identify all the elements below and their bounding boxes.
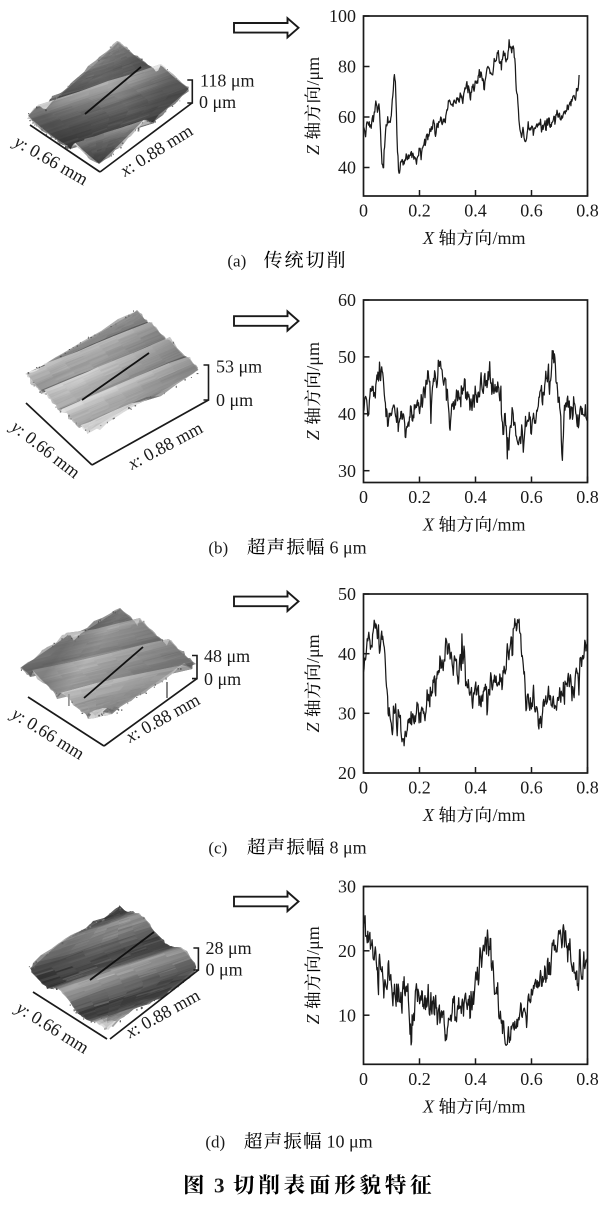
svg-text:0.2: 0.2	[408, 1069, 431, 1089]
svg-text:53 μm: 53 μm	[216, 357, 262, 377]
svg-text:/μm: /μm	[303, 926, 323, 955]
svg-text:3: 3	[214, 1174, 225, 1198]
svg-text:X: X	[422, 228, 435, 248]
svg-text:X: X	[422, 515, 435, 535]
svg-text:Z: Z	[303, 429, 323, 440]
svg-text:28 μm: 28 μm	[206, 938, 252, 958]
svg-text:Z: Z	[303, 1013, 323, 1024]
svg-text:40: 40	[338, 644, 356, 664]
svg-text:8 μm: 8 μm	[330, 837, 367, 857]
svg-text:/μm: /μm	[303, 342, 323, 371]
svg-text:48 μm: 48 μm	[204, 646, 250, 666]
svg-text:0: 0	[359, 1069, 368, 1089]
svg-text:0.8: 0.8	[576, 778, 599, 798]
svg-text:0 μm: 0 μm	[204, 669, 241, 689]
svg-text:(a): (a)	[227, 252, 246, 271]
svg-text:6 μm: 6 μm	[330, 537, 367, 557]
svg-text:X: X	[422, 805, 435, 825]
svg-text:0.2: 0.2	[408, 778, 431, 798]
svg-text:60: 60	[338, 107, 356, 127]
svg-text:0.4: 0.4	[464, 487, 487, 507]
svg-text:0 μm: 0 μm	[206, 960, 243, 980]
svg-text:100: 100	[329, 6, 356, 26]
svg-text:30: 30	[338, 877, 356, 897]
svg-text:30: 30	[338, 461, 356, 481]
svg-text:/mm: /mm	[493, 228, 526, 248]
svg-text:(d): (d)	[205, 1133, 225, 1152]
svg-text:Z: Z	[303, 144, 323, 155]
svg-text:0: 0	[359, 201, 368, 221]
svg-text:Z: Z	[303, 722, 323, 733]
svg-text:50: 50	[338, 347, 356, 367]
svg-text:/μm: /μm	[303, 57, 323, 86]
svg-text:0.6: 0.6	[520, 1069, 543, 1089]
svg-text:0 μm: 0 μm	[216, 390, 253, 410]
svg-text:0.6: 0.6	[520, 778, 543, 798]
svg-text:0.8: 0.8	[576, 1069, 599, 1089]
svg-text:/mm: /mm	[493, 1097, 526, 1117]
svg-text:60: 60	[338, 290, 356, 310]
svg-text:50: 50	[338, 584, 356, 604]
svg-text:0.2: 0.2	[408, 201, 431, 221]
svg-text:0.8: 0.8	[576, 201, 599, 221]
svg-text:/mm: /mm	[493, 805, 526, 825]
svg-text:(b): (b)	[208, 538, 228, 557]
svg-text:X: X	[422, 1097, 435, 1117]
svg-text:10: 10	[338, 1005, 356, 1025]
svg-text:0.4: 0.4	[464, 201, 487, 221]
svg-text:30: 30	[338, 704, 356, 724]
svg-text:0 μm: 0 μm	[199, 92, 236, 112]
svg-text:0.2: 0.2	[408, 487, 431, 507]
svg-text:0.8: 0.8	[576, 487, 599, 507]
svg-text:0.6: 0.6	[520, 201, 543, 221]
svg-text:20: 20	[338, 763, 356, 783]
svg-text:(c): (c)	[208, 838, 227, 857]
svg-text:0: 0	[359, 778, 368, 798]
svg-text:0.4: 0.4	[464, 778, 487, 798]
svg-text:0: 0	[359, 487, 368, 507]
svg-text:10 μm: 10 μm	[327, 1132, 373, 1152]
svg-text:/mm: /mm	[493, 515, 526, 535]
svg-text:0.4: 0.4	[464, 1069, 487, 1089]
svg-text:0.6: 0.6	[520, 487, 543, 507]
svg-text:40: 40	[338, 404, 356, 424]
svg-text:20: 20	[338, 941, 356, 961]
svg-text:40: 40	[338, 158, 356, 178]
svg-text:/μm: /μm	[303, 634, 323, 663]
svg-text:80: 80	[338, 57, 356, 77]
svg-text:118 μm: 118 μm	[200, 71, 254, 91]
